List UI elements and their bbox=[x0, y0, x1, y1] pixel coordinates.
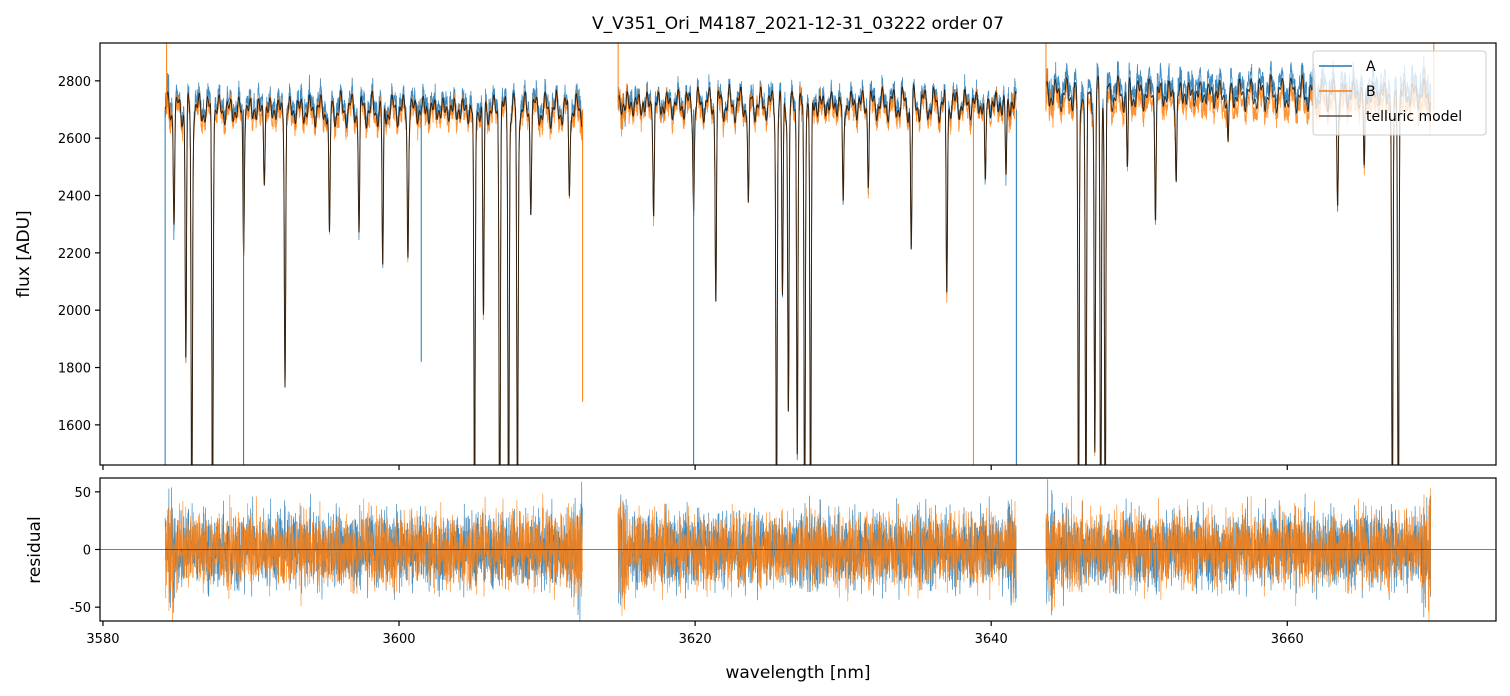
legend-box bbox=[1312, 50, 1487, 136]
y-tick-label: 2200 bbox=[58, 247, 91, 262]
x-tick-label: 3600 bbox=[382, 632, 415, 647]
series-B-line bbox=[617, 82, 1017, 465]
y-tick-label: 0 bbox=[83, 544, 91, 559]
axes-frame bbox=[99, 42, 1497, 466]
series-A-line bbox=[617, 74, 1017, 465]
x-tick-label: 3580 bbox=[86, 632, 119, 647]
residual-panel: 3580 3600 3620 3640 3660 -50 0 50 bbox=[70, 477, 1497, 647]
legend-label: B bbox=[1366, 84, 1376, 100]
legend-label: telluric model bbox=[1366, 109, 1462, 125]
plot-area bbox=[164, 43, 1435, 465]
y-tick-label: 2800 bbox=[58, 75, 91, 90]
y-axis-label-residual: residual bbox=[25, 516, 45, 583]
telluric-model-line bbox=[617, 83, 1017, 465]
residual-B-line bbox=[164, 493, 583, 621]
series-B-line bbox=[164, 87, 583, 465]
plot-area bbox=[100, 479, 1496, 621]
series-A-line bbox=[164, 72, 583, 465]
residual-B-line bbox=[1045, 487, 1432, 621]
y-tick-label: 50 bbox=[74, 486, 91, 501]
y-tick-label: 2000 bbox=[58, 304, 91, 319]
telluric-model-line bbox=[164, 89, 583, 465]
x-axis-label: wavelength [nm] bbox=[725, 663, 870, 683]
x-tick-label: 3640 bbox=[975, 632, 1008, 647]
y-tick-label: -50 bbox=[70, 601, 91, 616]
y-tick-label: 1800 bbox=[58, 362, 91, 377]
x-tick-label: 3620 bbox=[679, 632, 712, 647]
axes-frame bbox=[99, 477, 1497, 622]
x-tick-label: 3660 bbox=[1271, 632, 1304, 647]
y-axis-label-flux: flux [ADU] bbox=[14, 210, 34, 297]
legend-label: A bbox=[1366, 59, 1376, 75]
y-tick-label: 2400 bbox=[58, 190, 91, 205]
y-tick-label: 2600 bbox=[58, 132, 91, 147]
residual-B-line bbox=[617, 498, 1017, 616]
y-tick-label: 1600 bbox=[58, 419, 91, 434]
chart-title: V_V351_Ori_M4187_2021-12-31_03222 order … bbox=[592, 14, 1004, 34]
